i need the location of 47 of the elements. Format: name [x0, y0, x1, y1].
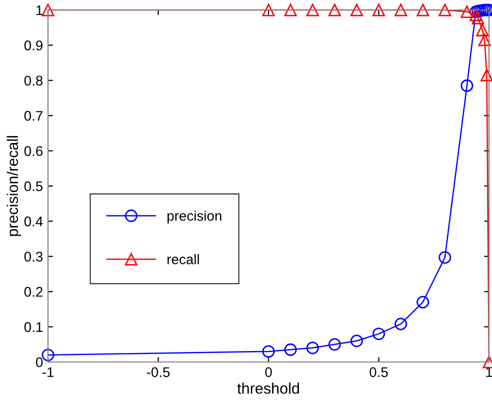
point [42, 348, 54, 362]
x-tick-label: -0.5 [146, 367, 170, 378]
point [480, 68, 492, 82]
y-tick-label: 0.4 [24, 216, 43, 226]
point [472, 12, 484, 24]
point [42, 4, 54, 16]
point [416, 296, 430, 308]
x-tick-label: -1 [42, 367, 54, 377]
point [478, 34, 491, 46]
point [262, 4, 275, 16]
y-tick-label: 0.8 [24, 76, 43, 86]
x-tick-label: 1 [486, 367, 492, 377]
point [416, 4, 430, 16]
point [460, 6, 474, 18]
point [394, 4, 408, 16]
point [350, 4, 363, 16]
point [262, 345, 275, 358]
point [394, 318, 408, 330]
point [328, 4, 341, 16]
point [438, 251, 452, 264]
y-tick-label: 1 [36, 5, 42, 16]
y-tick-label: 0.5 [24, 181, 43, 192]
y-tick-label: 0.3 [24, 252, 43, 262]
point [470, 8, 482, 22]
point [476, 24, 489, 36]
y-tick-label: 0.7 [24, 110, 42, 121]
point [284, 343, 297, 356]
point [328, 338, 341, 351]
y-tick-label: 0.6 [24, 146, 43, 156]
y-tick-label: 0.9 [24, 40, 42, 50]
legend-label: precision [168, 210, 222, 224]
point [350, 334, 363, 348]
point [438, 4, 452, 16]
point [460, 79, 474, 92]
y-tick-label: 0.1 [24, 322, 42, 332]
point [372, 328, 385, 340]
legend-label: recall [168, 254, 199, 264]
point [372, 4, 385, 16]
point [306, 342, 319, 354]
point [284, 4, 297, 16]
y-axis-title: precision/recall [6, 136, 22, 236]
point [306, 4, 319, 16]
x-tick-label: 0 [265, 367, 272, 378]
x-tick-label: 0.5 [370, 367, 388, 378]
x-axis-title: threshold [237, 382, 299, 394]
y-tick-label: 0 [36, 357, 43, 368]
y-tick-label: 0.2 [24, 286, 42, 297]
